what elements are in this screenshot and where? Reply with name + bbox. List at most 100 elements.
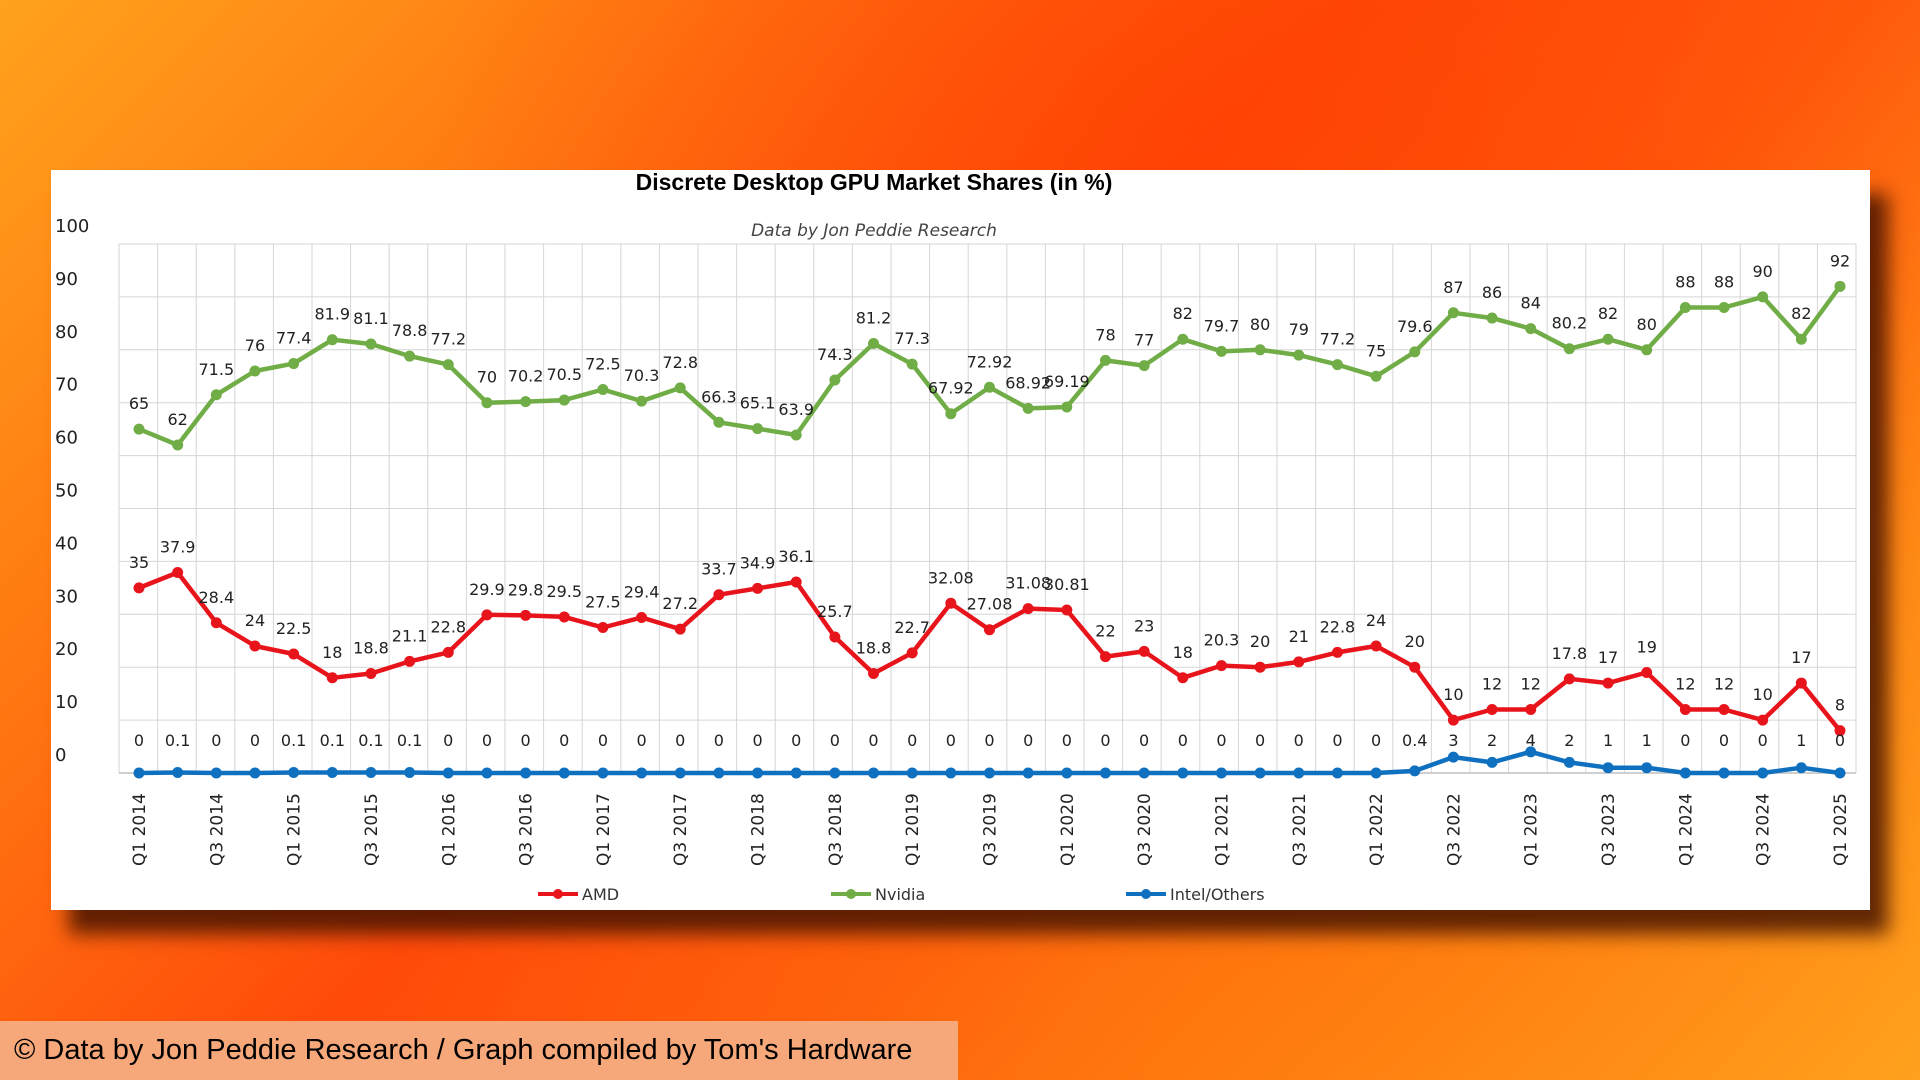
x-tick-label: Q1 2016 — [439, 793, 459, 866]
data-label-intel-others: 0 — [984, 731, 994, 750]
series-group — [133, 280, 1846, 779]
data-point-intel-others — [1061, 767, 1073, 779]
data-label-amd: 17 — [1791, 648, 1811, 667]
data-label-amd: 12 — [1482, 675, 1502, 694]
data-label-intel-others: 0 — [1758, 731, 1768, 750]
data-point-intel-others — [1370, 767, 1382, 779]
data-point-nvidia — [906, 358, 918, 370]
data-label-nvidia: 63.9 — [778, 400, 814, 419]
data-point-intel-others — [210, 767, 222, 779]
data-point-amd — [558, 611, 570, 623]
x-tick-label: Q1 2021 — [1212, 793, 1232, 866]
data-label-intel-others: 0.1 — [358, 731, 383, 750]
data-label-amd: 32.08 — [928, 568, 974, 587]
x-tick-label: Q1 2017 — [594, 793, 614, 866]
data-label-amd: 24 — [1366, 611, 1386, 630]
data-point-amd — [868, 668, 880, 680]
data-label-nvidia: 79.7 — [1204, 316, 1240, 335]
data-label-amd: 28.4 — [199, 588, 235, 607]
data-label-intel-others: 0 — [1371, 731, 1381, 750]
data-label-amd: 10 — [1443, 685, 1463, 704]
x-tick-label: Q1 2015 — [285, 793, 305, 866]
data-point-intel-others — [1602, 762, 1614, 774]
data-label-amd: 18.8 — [353, 639, 389, 658]
data-point-intel-others — [288, 766, 300, 778]
data-point-nvidia — [1641, 344, 1653, 356]
data-label-intel-others: 0 — [1332, 731, 1342, 750]
data-point-intel-others — [133, 767, 145, 779]
data-point-intel-others — [1215, 767, 1227, 779]
data-point-nvidia — [1215, 345, 1227, 357]
x-tick-label: Q3 2021 — [1290, 793, 1310, 866]
data-point-intel-others — [636, 767, 648, 779]
data-point-nvidia — [1409, 346, 1421, 358]
data-label-amd: 17.8 — [1552, 644, 1588, 663]
data-point-intel-others — [442, 767, 454, 779]
data-label-intel-others: 1 — [1603, 731, 1613, 750]
y-tick-label: 40 — [55, 533, 78, 554]
chart-subtitle: Data by Jon Peddie Research — [751, 221, 997, 241]
x-tick-label: Q3 2022 — [1444, 793, 1464, 866]
data-point-amd — [520, 609, 532, 621]
data-point-intel-others — [713, 767, 725, 779]
data-point-nvidia — [1370, 370, 1382, 382]
data-point-amd — [172, 567, 184, 579]
data-point-amd — [636, 611, 648, 623]
data-point-amd — [133, 582, 145, 594]
data-label-amd: 23 — [1134, 616, 1154, 635]
data-point-amd — [365, 668, 377, 680]
data-label-amd: 18 — [322, 643, 342, 662]
data-label-nvidia: 65.1 — [740, 394, 776, 413]
legend-marker-intel-others — [1141, 889, 1151, 899]
data-label-intel-others: 0 — [1255, 731, 1265, 750]
data-label-intel-others: 0 — [1023, 731, 1033, 750]
data-label-nvidia: 82 — [1598, 304, 1618, 323]
y-tick-label: 50 — [55, 481, 78, 502]
data-point-nvidia — [868, 337, 880, 349]
data-label-intel-others: 0 — [1216, 731, 1226, 750]
data-label-nvidia: 69.19 — [1044, 372, 1090, 391]
data-label-nvidia: 65 — [129, 394, 149, 413]
data-point-intel-others — [1718, 767, 1730, 779]
data-point-amd — [1718, 704, 1730, 716]
x-tick-label: Q3 2024 — [1754, 793, 1774, 866]
data-label-intel-others: 0.1 — [281, 731, 306, 750]
data-point-nvidia — [597, 383, 609, 395]
legend-label-intel-others: Intel/Others — [1170, 885, 1265, 904]
data-label-amd: 34.9 — [740, 553, 776, 572]
data-label-intel-others: 0 — [443, 731, 453, 750]
data-point-nvidia — [1486, 312, 1498, 324]
data-point-amd — [210, 617, 222, 629]
x-tick-label: Q3 2017 — [671, 793, 691, 866]
data-label-amd: 37.9 — [160, 538, 196, 557]
data-point-intel-others — [752, 767, 764, 779]
data-label-intel-others: 0 — [1178, 731, 1188, 750]
data-point-nvidia — [1022, 402, 1034, 414]
x-tick-label: Q3 2015 — [362, 793, 382, 866]
data-point-intel-others — [326, 766, 338, 778]
data-point-amd — [1215, 660, 1227, 672]
legend: AMD Nvidia Intel/Others — [538, 885, 1265, 904]
data-point-intel-others — [558, 767, 570, 779]
data-label-nvidia: 80.2 — [1552, 314, 1588, 333]
data-point-amd — [713, 589, 725, 601]
data-point-nvidia — [249, 365, 261, 377]
x-tick-label: Q3 2016 — [517, 793, 537, 866]
data-label-amd: 20 — [1250, 632, 1270, 651]
data-label-intel-others: 0 — [482, 731, 492, 750]
data-point-nvidia — [1757, 291, 1769, 303]
data-label-intel-others: 0.1 — [397, 731, 422, 750]
data-label-intel-others: 0 — [250, 731, 260, 750]
data-point-intel-others — [868, 767, 880, 779]
data-label-amd: 25.7 — [817, 602, 853, 621]
data-point-intel-others — [404, 766, 416, 778]
data-label-amd: 22.8 — [430, 617, 466, 636]
data-point-amd — [945, 597, 957, 609]
data-label-nvidia: 74.3 — [817, 345, 853, 364]
data-label-amd: 12 — [1714, 675, 1734, 694]
data-label-nvidia: 70.2 — [508, 367, 544, 386]
data-label-nvidia: 82 — [1173, 304, 1193, 323]
data-point-nvidia — [829, 374, 841, 386]
data-point-amd — [249, 640, 261, 652]
data-label-nvidia: 88 — [1714, 272, 1734, 291]
